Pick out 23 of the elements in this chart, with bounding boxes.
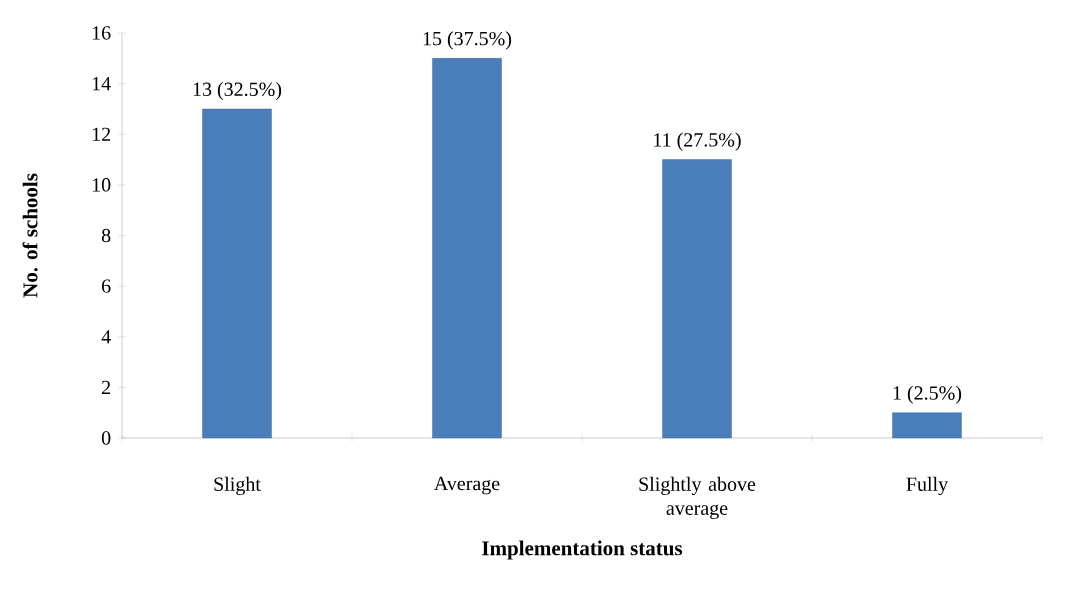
y-axis-title: No. of schools	[22, 173, 38, 298]
y-tick-label: 12	[92, 127, 111, 141]
bar	[662, 159, 732, 439]
y-tick-label: 8	[101, 228, 111, 243]
y-tick-label: 6	[102, 279, 111, 293]
y-tick-label: 10	[92, 178, 111, 192]
bar	[202, 108, 272, 439]
x-tick-label: Slight	[214, 476, 261, 496]
y-tick-label: 14	[92, 77, 111, 91]
y-tick-label: 2	[102, 380, 111, 394]
data-label: 13 (32.5%)	[193, 81, 282, 101]
bar	[432, 58, 502, 439]
x-tick-label: Slightly above average	[639, 476, 756, 520]
x-tick-label: Fully	[906, 476, 949, 496]
y-tick-label: 4	[101, 330, 111, 344]
data-label: 15 (37.5%)	[423, 31, 512, 50]
y-tick-label: 0	[101, 431, 111, 445]
data-label: 11 (27.5%)	[654, 132, 741, 151]
bar	[892, 412, 962, 439]
data-label: 1 (2.5%)	[893, 385, 962, 404]
y-tick-label: 16	[92, 26, 111, 40]
x-axis-title: Implementation status	[482, 540, 683, 560]
x-tick-label: Average	[434, 476, 500, 495]
